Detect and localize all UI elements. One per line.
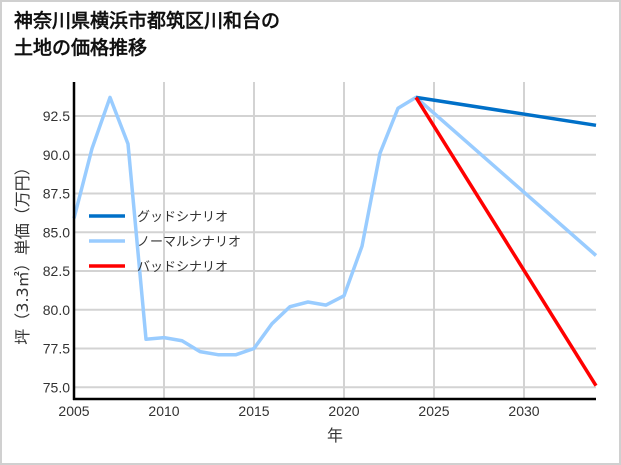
legend-label: バッドシナリオ: [137, 260, 228, 275]
x-axis-label: 年: [327, 426, 343, 445]
tick-labels: 2005 2010 2015 2020 2025 2030 75.0 77.5 80.0 82.5…: [43, 108, 540, 419]
series-line-2: [414, 96, 598, 387]
y-tick-label: 82.5: [43, 263, 70, 279]
chart-title: 神奈川県横浜市都筑区川和台の 土地の価格推移: [14, 8, 280, 62]
y-tick-label: 75.0: [43, 379, 70, 395]
y-axis-label: 坪（3.3㎡）単価（万円）: [13, 159, 32, 344]
y-tick-label: 92.5: [43, 108, 70, 124]
x-tick-label: 2010: [148, 403, 179, 419]
title-line-1: 神奈川県横浜市都筑区川和台の: [14, 10, 281, 32]
series-line-0: [415, 95, 597, 128]
y-tick-label: 77.5: [43, 341, 70, 357]
x-tick-label: 2030: [508, 403, 539, 419]
x-tick-label: 2025: [418, 403, 449, 419]
y-tick-label: 87.5: [43, 186, 70, 202]
grid-lines: [74, 82, 596, 399]
legend-label: ノーマルシナリオ: [137, 235, 241, 250]
title-line-2: 土地の価格推移: [14, 37, 148, 59]
series-line-1: [72, 95, 598, 357]
y-tick-label: 80.0: [43, 302, 70, 318]
y-tick-label: 85.0: [43, 224, 70, 240]
x-tick-label: 2020: [328, 403, 359, 419]
legend-label: グッドシナリオ: [137, 210, 228, 225]
y-tick-label: 90.0: [43, 147, 70, 163]
x-tick-label: 2005: [58, 403, 89, 419]
x-tick-label: 2015: [238, 403, 269, 419]
axes: [72, 82, 596, 401]
data-lines: [72, 95, 598, 387]
